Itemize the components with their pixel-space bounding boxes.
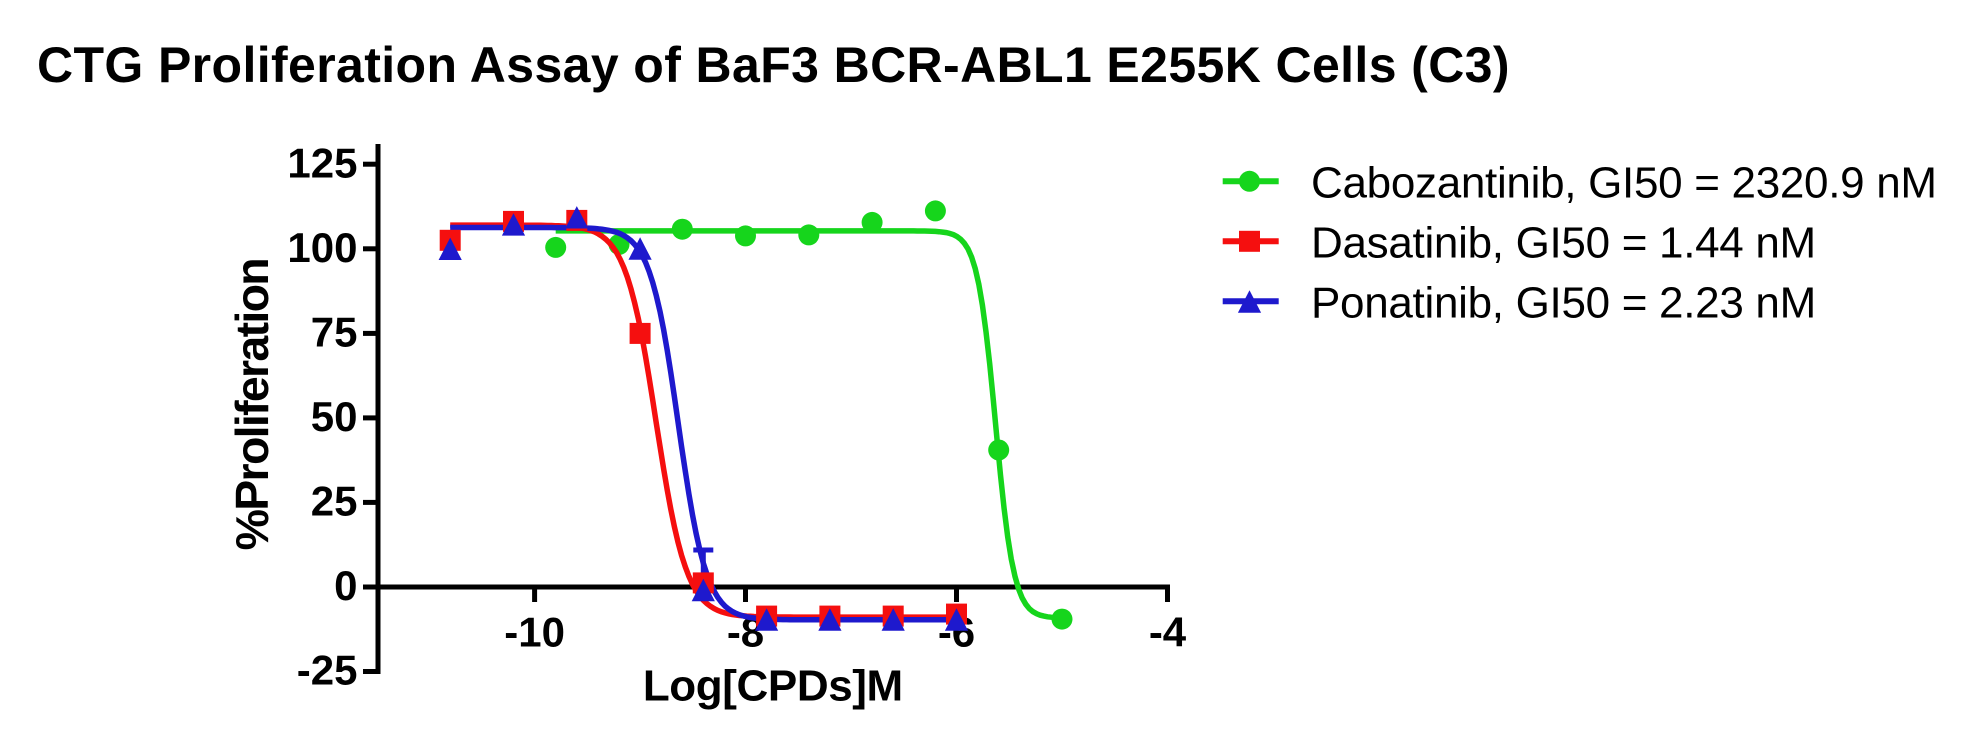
- svg-text:50: 50: [311, 393, 358, 440]
- svg-text:100: 100: [287, 224, 357, 271]
- svg-text:-10: -10: [504, 609, 565, 656]
- svg-text:Dasatinib, GI50 = 1.44 nM: Dasatinib, GI50 = 1.44 nM: [1311, 218, 1816, 267]
- svg-text:Log[CPDs]M: Log[CPDs]M: [643, 661, 903, 710]
- svg-text:Ponatinib, GI50 = 2.23 nM: Ponatinib, GI50 = 2.23 nM: [1311, 278, 1816, 327]
- svg-text:%Proliferation: %Proliferation: [226, 259, 278, 550]
- svg-text:Cabozantinib, GI50 = 2320.9 nM: Cabozantinib, GI50 = 2320.9 nM: [1311, 158, 1937, 207]
- svg-text:-25: -25: [297, 647, 358, 694]
- svg-text:75: 75: [311, 309, 358, 356]
- svg-text:125: 125: [287, 139, 357, 186]
- svg-text:25: 25: [311, 478, 358, 525]
- svg-text:CTG Proliferation Assay of BaF: CTG Proliferation Assay of BaF3 BCR-ABL1…: [37, 37, 1510, 93]
- svg-text:0: 0: [334, 562, 357, 609]
- svg-text:-4: -4: [1149, 609, 1187, 656]
